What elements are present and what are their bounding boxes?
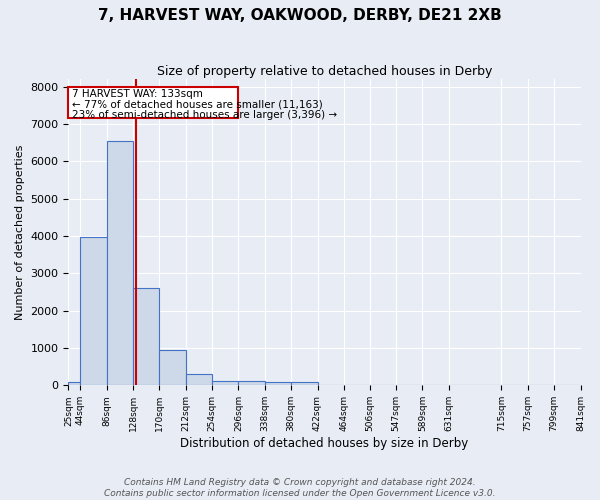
Bar (68, 382, 80, 386)
Bar (265, 382, 291, 386)
X-axis label: Distribution of detached houses by size in Derby: Distribution of detached houses by size … (181, 437, 469, 450)
Bar (107, 141, 133, 386)
Text: 23% of semi-detached houses are larger (3,396) →: 23% of semi-detached houses are larger (… (71, 110, 337, 120)
Text: 7, HARVEST WAY, OAKWOOD, DERBY, DE21 2XB: 7, HARVEST WAY, OAKWOOD, DERBY, DE21 2XB (98, 8, 502, 22)
Y-axis label: Number of detached properties: Number of detached properties (15, 144, 25, 320)
Bar (212, 381, 238, 386)
FancyBboxPatch shape (68, 86, 238, 118)
Bar (133, 288, 160, 386)
Bar (160, 350, 186, 386)
Text: 7 HARVEST WAY: 133sqm: 7 HARVEST WAY: 133sqm (71, 88, 202, 99)
Text: ← 77% of detached houses are smaller (11,163): ← 77% of detached houses are smaller (11… (71, 100, 322, 110)
Bar (291, 382, 317, 386)
Bar (238, 381, 265, 386)
Bar (186, 374, 212, 386)
Bar (80, 236, 107, 386)
Text: Contains HM Land Registry data © Crown copyright and database right 2024.
Contai: Contains HM Land Registry data © Crown c… (104, 478, 496, 498)
Title: Size of property relative to detached houses in Derby: Size of property relative to detached ho… (157, 65, 492, 78)
